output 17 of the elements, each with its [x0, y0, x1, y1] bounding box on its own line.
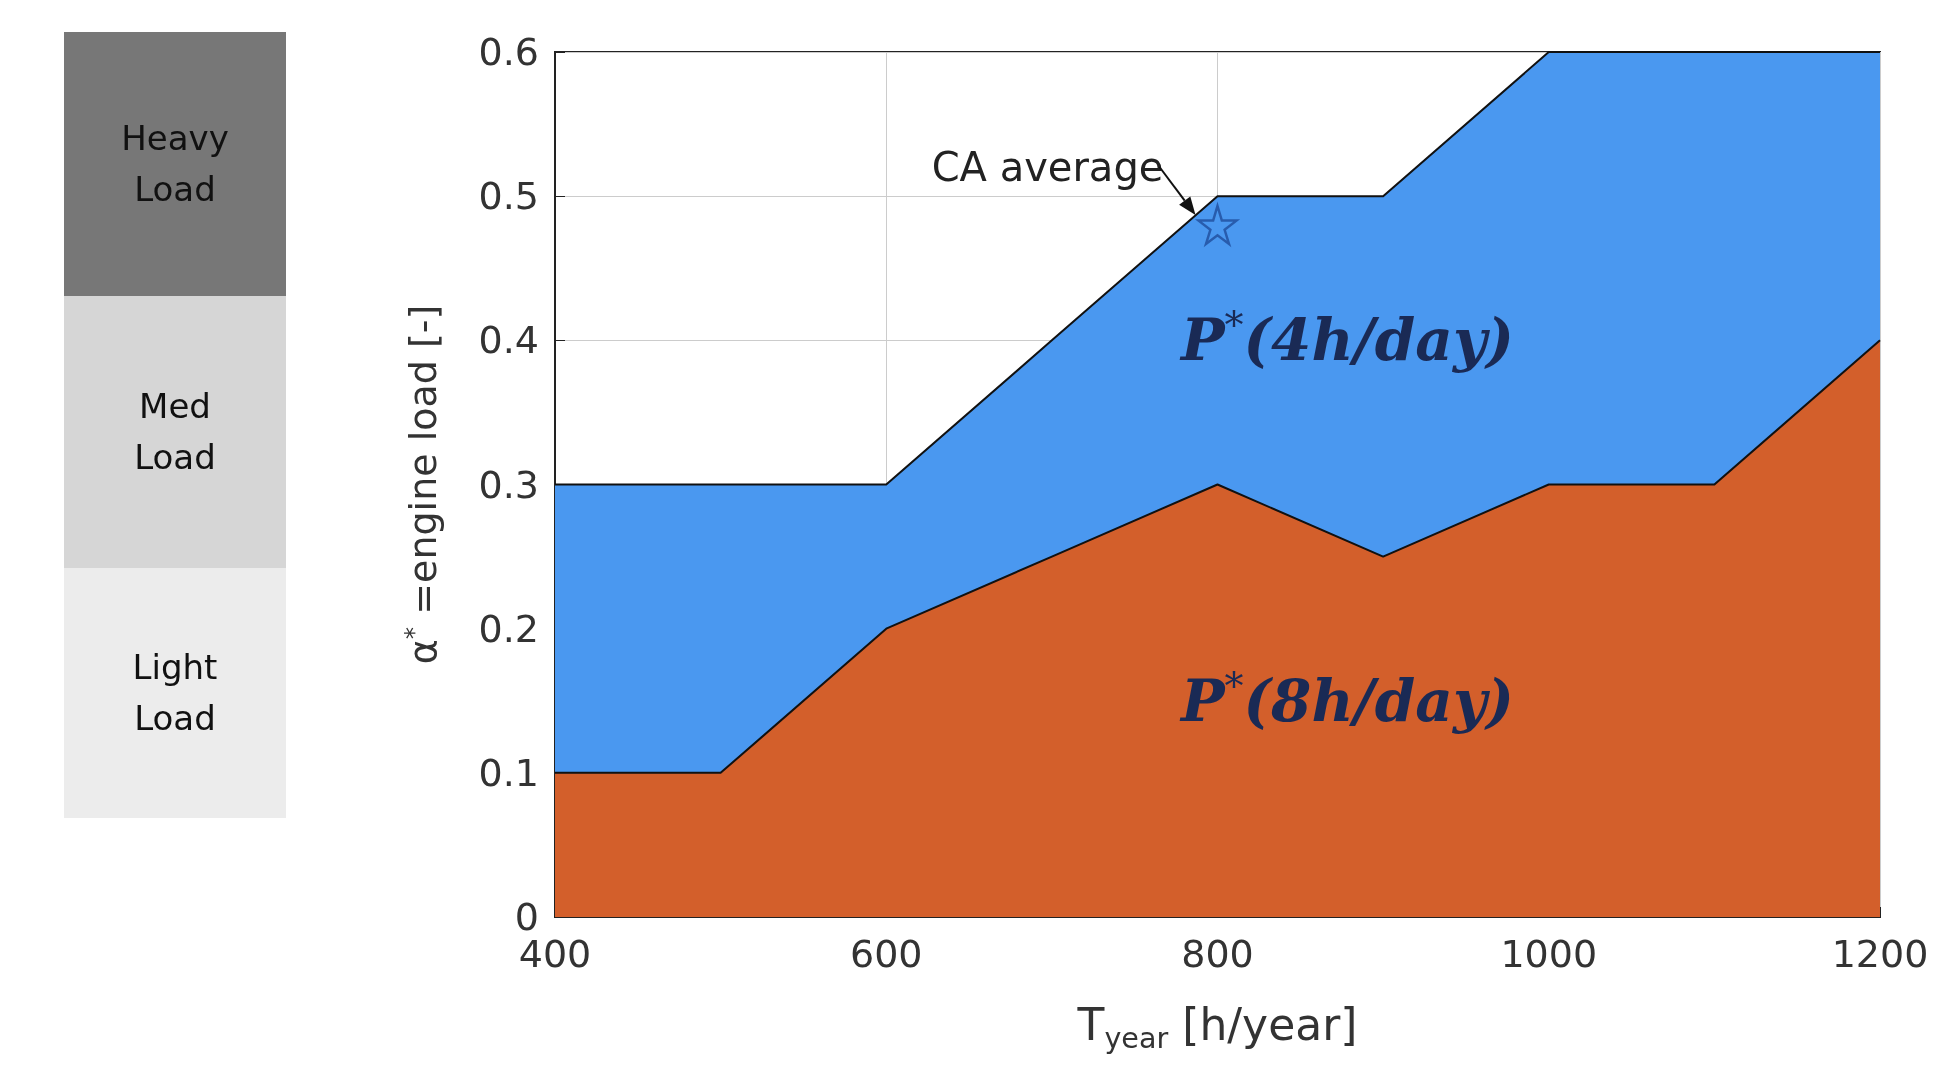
x-tick-label: 1200	[1831, 932, 1929, 976]
y-tick-label: 0.1	[478, 750, 539, 795]
text: Heavy Load	[120, 117, 230, 211]
y-tick-label: 0.3	[478, 462, 539, 507]
y-tick-label: 0.6	[478, 30, 539, 74]
annotation: CA average	[931, 144, 1164, 190]
y-tick-label: 0.5	[478, 174, 539, 219]
y-tick-label: 0.4	[478, 318, 539, 363]
text: Med Load	[133, 385, 217, 479]
y-tick-label: 0.2	[478, 606, 539, 651]
series-label: P*(8h/day)	[1178, 663, 1515, 735]
y-axis-title: α* =engine load [-]	[399, 304, 445, 665]
text: Light Load	[131, 646, 219, 740]
x-tick-label: 1000	[1500, 932, 1598, 976]
x-tick-label: 600	[849, 932, 923, 976]
series-label: P*(4h/day)	[1178, 303, 1515, 375]
x-tick-label: 800	[1181, 932, 1254, 976]
